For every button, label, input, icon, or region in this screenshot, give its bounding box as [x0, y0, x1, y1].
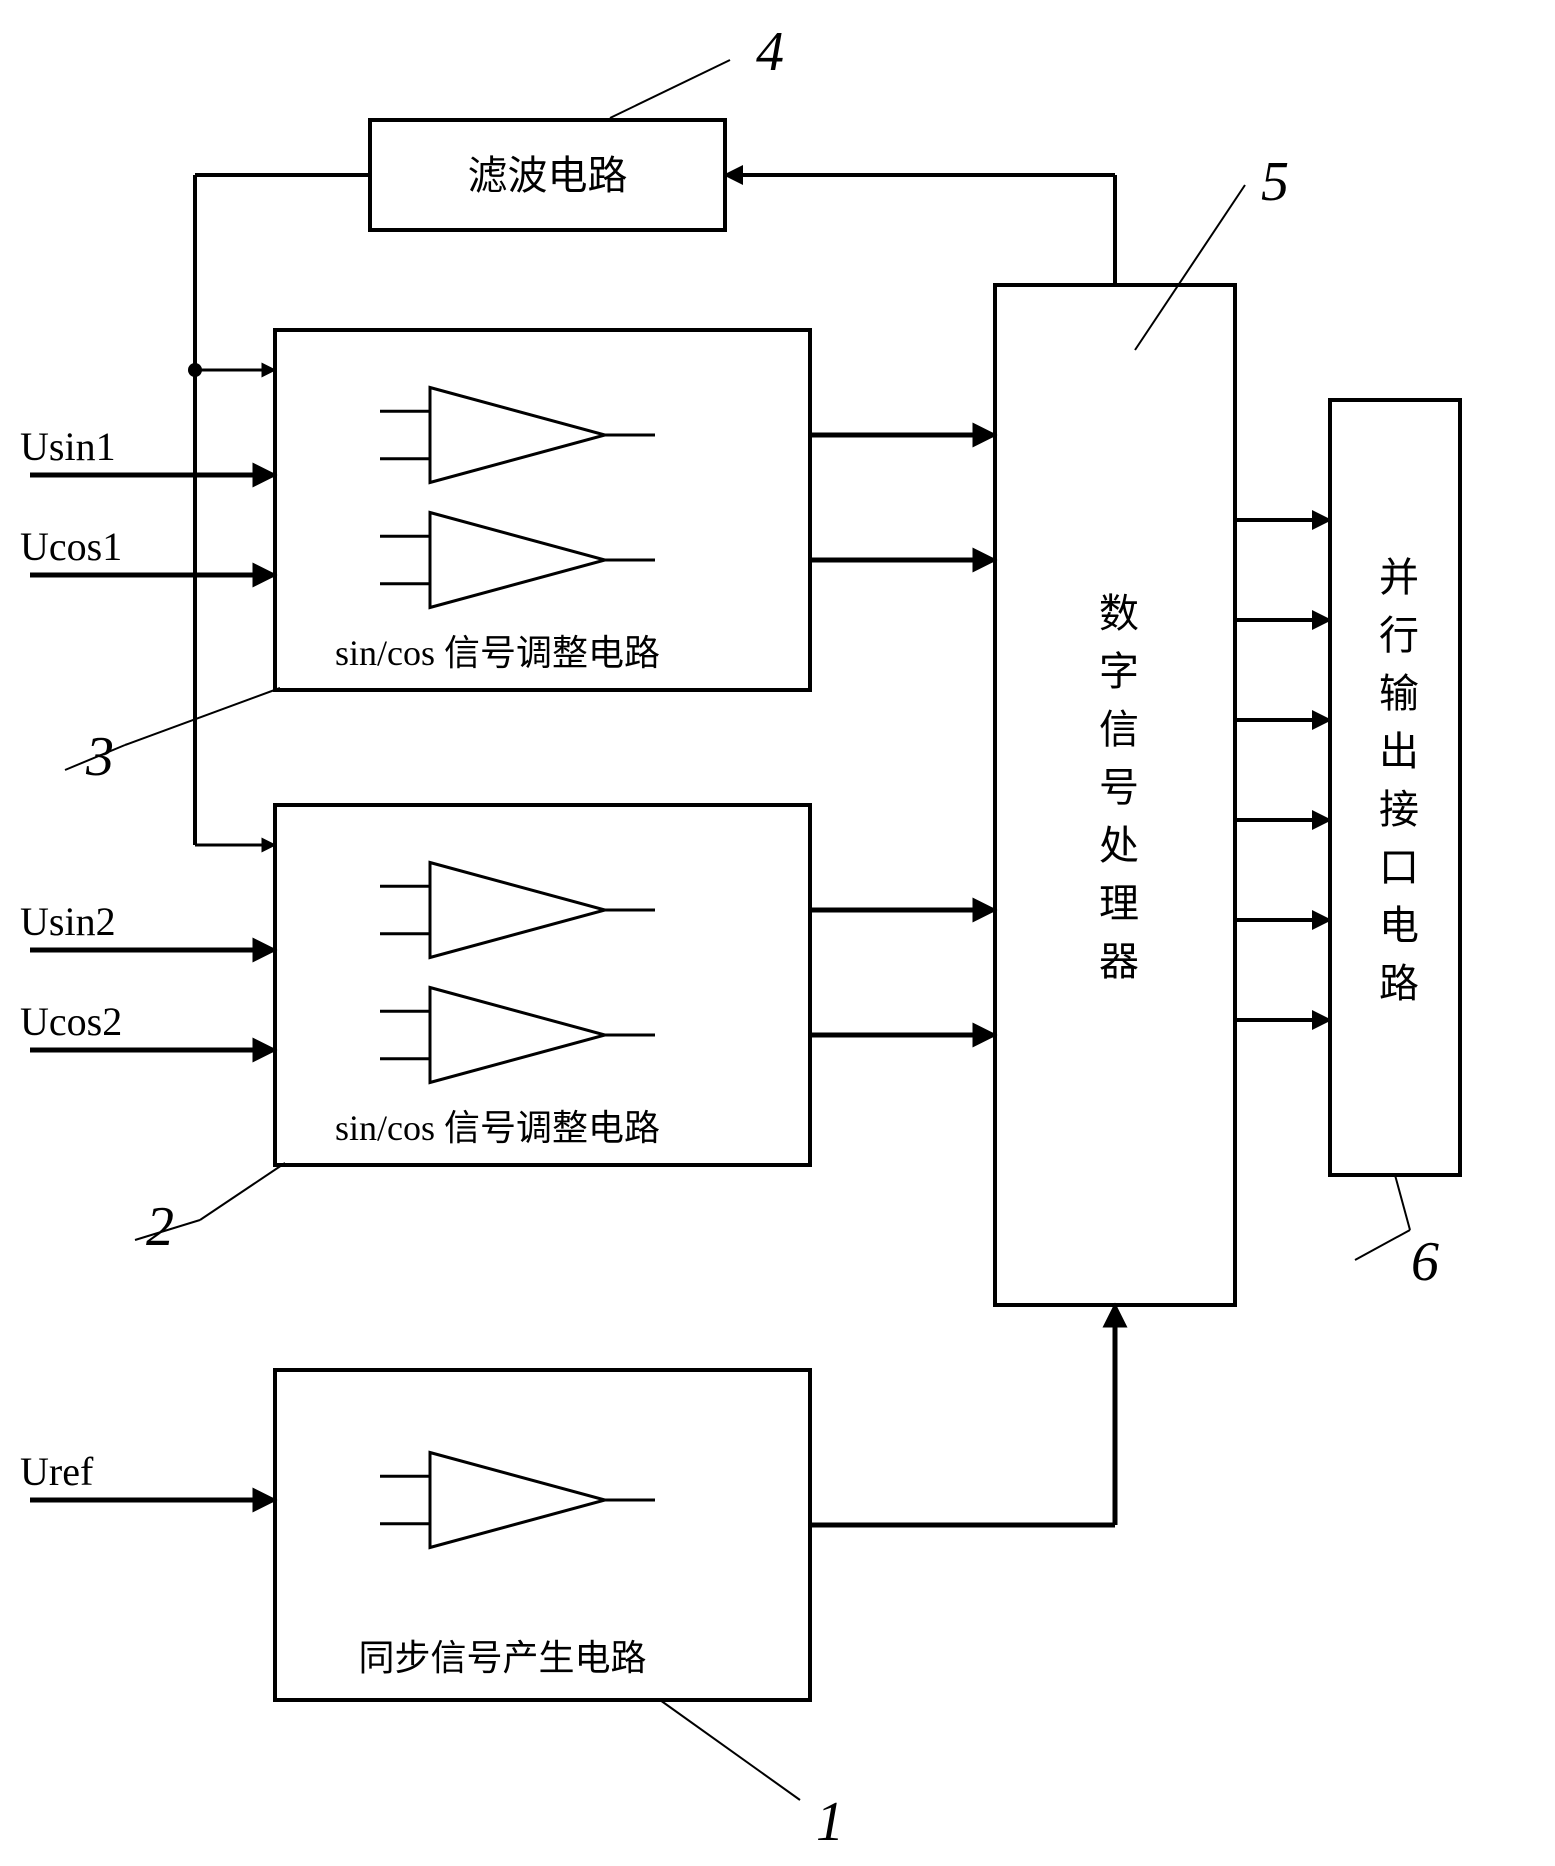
sync-label: 同步信号产生电路 [358, 1638, 646, 1678]
label-ucos2: Ucos2 [20, 999, 122, 1044]
adj1-label: sin/cos 信号调整电路 [335, 633, 660, 673]
callout-4: 4 [756, 21, 784, 83]
adj2-label: sin/cos 信号调整电路 [335, 1108, 660, 1148]
callout-6: 6 [1411, 1231, 1439, 1293]
callout-3: 3 [85, 726, 114, 788]
amp-adj1-top [430, 388, 605, 483]
junction-dot [188, 363, 202, 377]
amp-adj2-top [430, 863, 605, 958]
label-usin1: Usin1 [20, 424, 116, 469]
callout-2: 2 [146, 1196, 174, 1258]
filter-label: 滤波电路 [468, 153, 628, 198]
label-ucos1: Ucos1 [20, 524, 122, 569]
label-usin2: Usin2 [20, 899, 116, 944]
callout-5: 5 [1261, 151, 1289, 213]
dsp-label: 数字信号处理器 [995, 315, 1235, 1275]
parallel-label: 并行输出接口电路 [1330, 430, 1460, 1145]
amp-adj1-bot [430, 513, 605, 608]
label-uref: Uref [20, 1449, 94, 1494]
amp-sync [430, 1453, 605, 1548]
callout-1: 1 [816, 1791, 844, 1853]
amp-adj2-bot [430, 988, 605, 1083]
